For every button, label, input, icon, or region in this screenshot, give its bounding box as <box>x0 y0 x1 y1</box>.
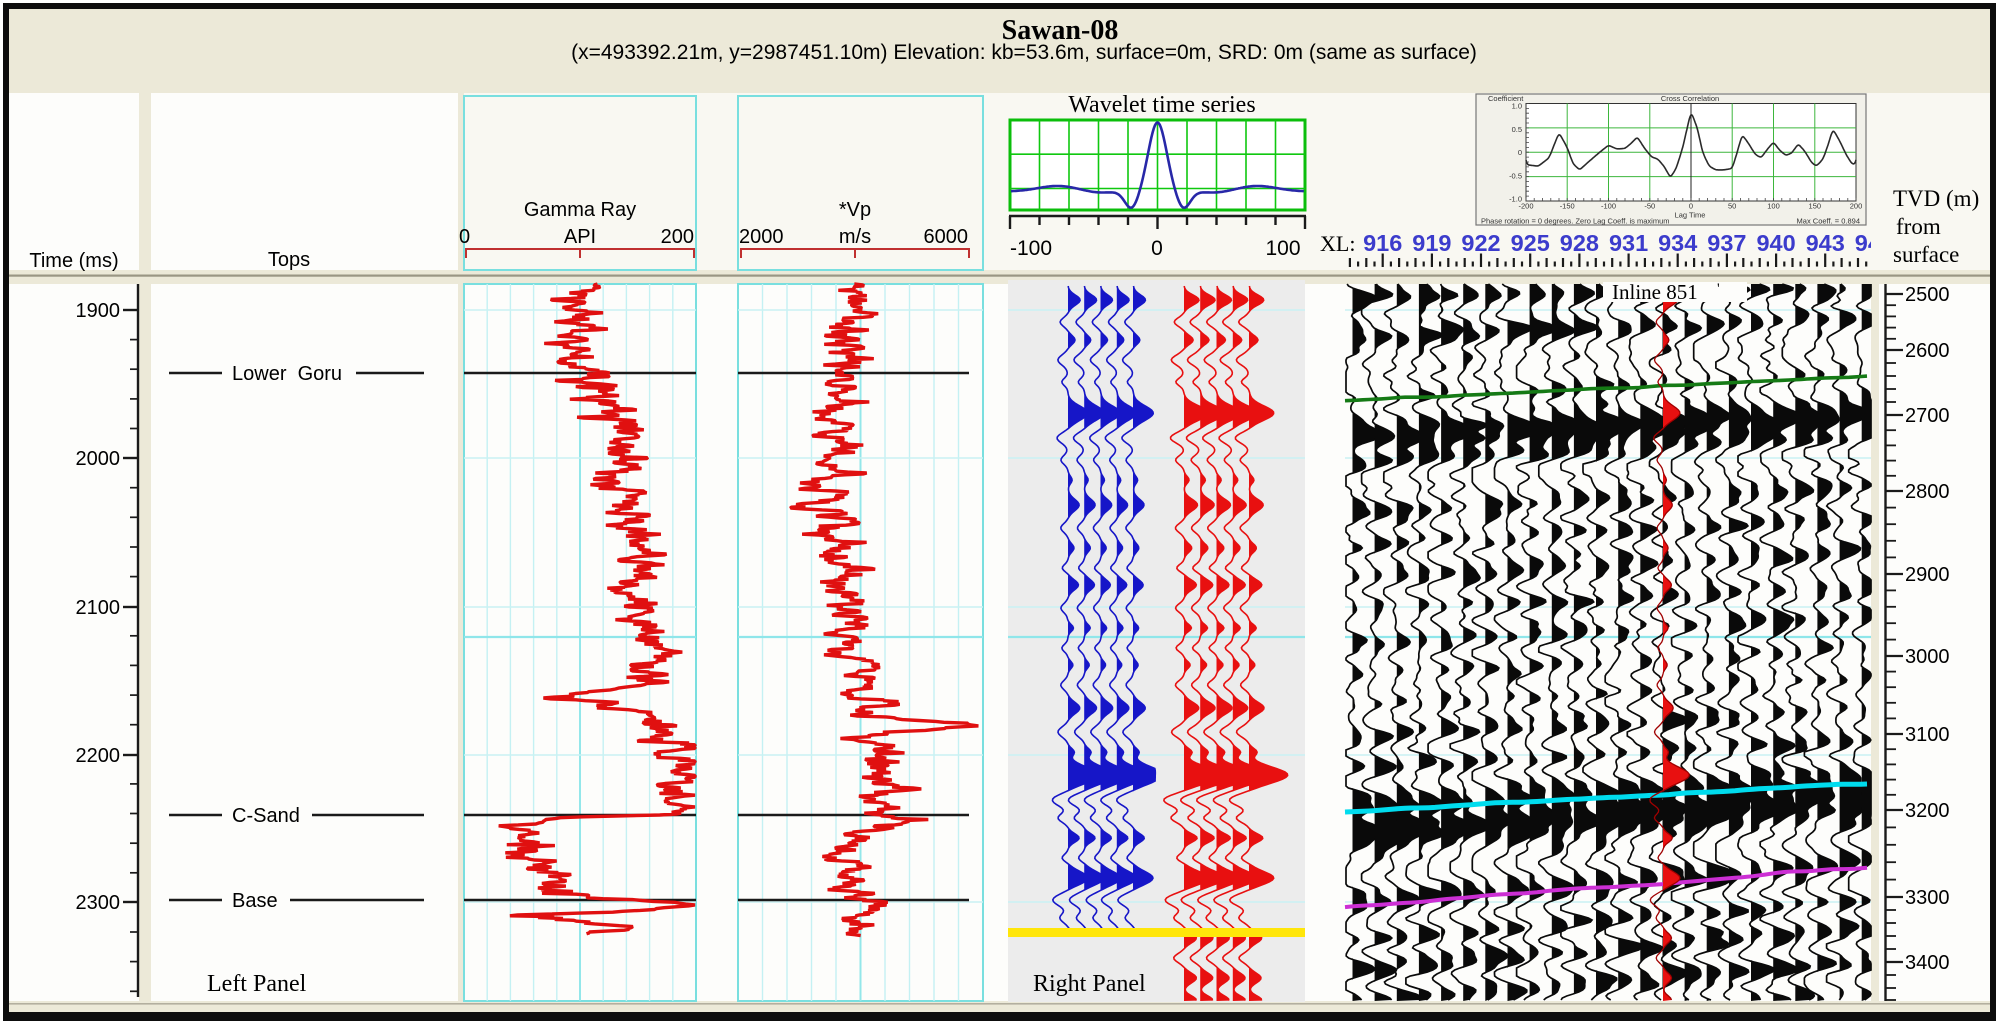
svg-text:2600: 2600 <box>1905 340 1950 362</box>
svg-text:100: 100 <box>1265 237 1300 260</box>
svg-text:-150: -150 <box>1560 202 1575 211</box>
svg-text:TVD (m): TVD (m) <box>1893 186 1979 211</box>
svg-text:2100: 2100 <box>76 597 121 619</box>
svg-text:Right Panel: Right Panel <box>1033 971 1146 997</box>
svg-text:940: 940 <box>1756 230 1795 256</box>
svg-text:3400: 3400 <box>1905 952 1950 974</box>
svg-text:928: 928 <box>1560 230 1599 256</box>
svg-text:Time (ms): Time (ms) <box>29 250 118 272</box>
svg-text:3000: 3000 <box>1905 646 1950 668</box>
svg-text:150: 150 <box>1809 202 1822 211</box>
svg-text:-100: -100 <box>1010 237 1052 260</box>
svg-text:-200: -200 <box>1518 202 1533 211</box>
svg-text:(x=493392.21m, y=2987451.10m): (x=493392.21m, y=2987451.10m) Elevation:… <box>571 41 1477 64</box>
svg-text:2300: 2300 <box>76 892 121 914</box>
svg-text:XL:: XL: <box>1320 231 1355 256</box>
svg-text:200: 200 <box>1850 202 1863 211</box>
svg-text:919: 919 <box>1412 230 1451 256</box>
svg-text:3300: 3300 <box>1905 887 1950 909</box>
svg-text:1.0: 1.0 <box>1512 102 1522 111</box>
svg-text:surface: surface <box>1893 242 1959 267</box>
svg-text:937: 937 <box>1707 230 1746 256</box>
svg-text:Inline 851: Inline 851 <box>1612 280 1698 304</box>
svg-text:922: 922 <box>1461 230 1500 256</box>
svg-text:': ' <box>1717 281 1720 297</box>
svg-text:Max Coeff. = 0.894: Max Coeff. = 0.894 <box>1797 217 1860 226</box>
svg-text:100: 100 <box>1767 202 1780 211</box>
svg-text:2900: 2900 <box>1905 564 1950 586</box>
svg-text:Lag Time: Lag Time <box>1675 211 1706 220</box>
svg-text:1900: 1900 <box>76 300 121 322</box>
svg-text:0: 0 <box>1151 237 1163 260</box>
svg-text:Cross Correlation: Cross Correlation <box>1661 94 1719 103</box>
svg-text:from: from <box>1896 214 1941 239</box>
svg-text:-50: -50 <box>1644 202 1655 211</box>
svg-text:200: 200 <box>661 226 694 248</box>
svg-text:0.5: 0.5 <box>1512 125 1522 134</box>
svg-text:Gamma Ray: Gamma Ray <box>524 199 636 221</box>
svg-text:Tops: Tops <box>268 249 310 271</box>
svg-text:3200: 3200 <box>1905 800 1950 822</box>
svg-text:2000: 2000 <box>739 226 784 248</box>
svg-text:50: 50 <box>1728 202 1736 211</box>
svg-text:2500: 2500 <box>1905 284 1950 306</box>
svg-text:0: 0 <box>1518 148 1522 157</box>
svg-text:Phase rotation = 0 degrees. Ze: Phase rotation = 0 degrees. Zero Lag Coe… <box>1481 217 1670 226</box>
svg-text:2000: 2000 <box>76 448 121 470</box>
svg-text:943: 943 <box>1806 230 1845 256</box>
svg-text:3100: 3100 <box>1905 724 1950 746</box>
svg-text:Base: Base <box>232 890 278 912</box>
svg-text:934: 934 <box>1658 230 1697 256</box>
svg-text:m/s: m/s <box>839 226 871 248</box>
svg-text:*Vp: *Vp <box>839 199 871 221</box>
svg-text:-0.5: -0.5 <box>1509 171 1522 180</box>
svg-text:Lower Goru: Lower Goru <box>232 363 342 385</box>
svg-text:C-Sand: C-Sand <box>232 805 300 827</box>
svg-text:Left Panel: Left Panel <box>207 971 307 997</box>
svg-text:API: API <box>564 226 596 248</box>
svg-text:916: 916 <box>1363 230 1402 256</box>
svg-text:931: 931 <box>1609 230 1648 256</box>
svg-text:-100: -100 <box>1601 202 1616 211</box>
svg-text:Coefficient: Coefficient <box>1488 94 1524 103</box>
svg-text:Wavelet time series: Wavelet time series <box>1068 92 1255 118</box>
svg-text:Sawan-08: Sawan-08 <box>1002 15 1119 46</box>
svg-text:2200: 2200 <box>76 745 121 767</box>
svg-text:-1.0: -1.0 <box>1509 195 1522 204</box>
svg-text:925: 925 <box>1511 230 1550 256</box>
svg-text:0: 0 <box>459 226 470 248</box>
svg-text:946: 946 <box>1855 230 1894 256</box>
svg-text:6000: 6000 <box>924 226 969 248</box>
svg-text:2700: 2700 <box>1905 405 1950 427</box>
svg-text:0: 0 <box>1689 202 1693 211</box>
svg-text:2800: 2800 <box>1905 481 1950 503</box>
